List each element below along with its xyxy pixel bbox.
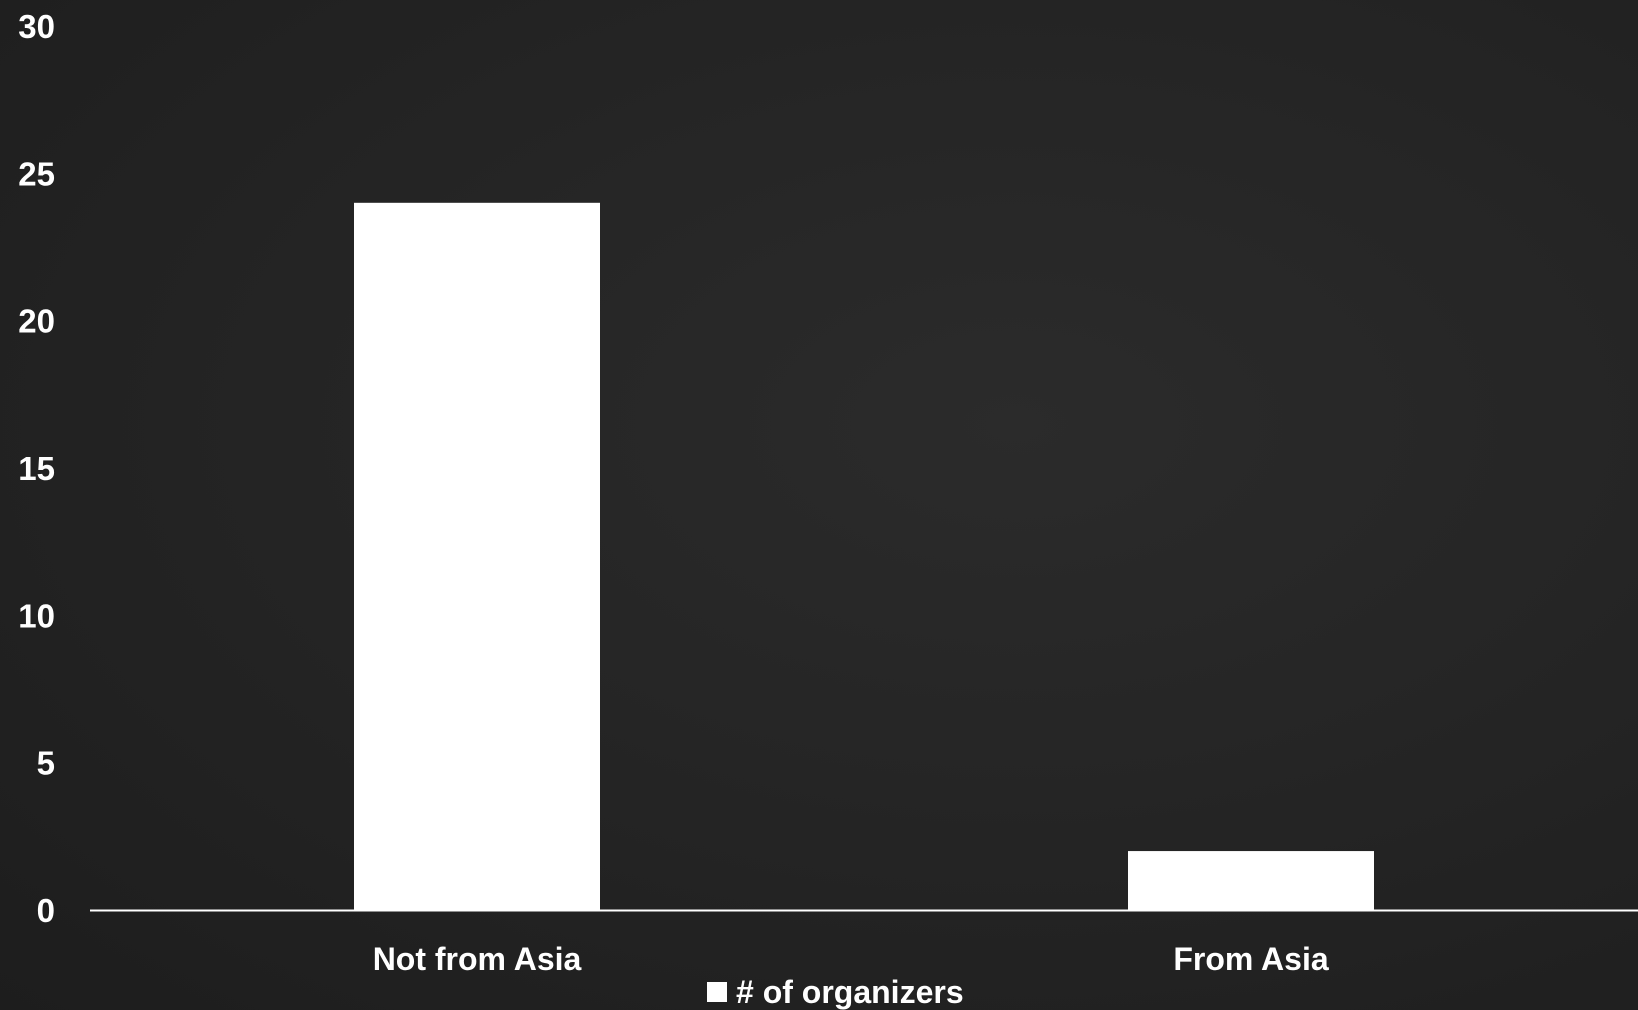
bar-series <box>354 202 1374 911</box>
x-category-label: From Asia <box>1173 941 1329 977</box>
bar-not-from-asia <box>354 202 600 911</box>
x-axis-category-labels: Not from Asia From Asia <box>373 941 1329 977</box>
legend-label: # of organizers <box>736 974 964 1010</box>
y-tick-label: 10 <box>18 597 55 634</box>
y-tick-label: 25 <box>18 155 55 192</box>
y-tick-label: 15 <box>18 450 55 487</box>
legend-swatch <box>707 982 727 1002</box>
y-axis-tick-labels: 0 5 10 15 20 25 30 <box>18 8 55 929</box>
legend: # of organizers <box>707 974 964 1010</box>
bar-from-asia <box>1128 851 1374 910</box>
y-tick-label: 20 <box>18 303 55 340</box>
x-category-label: Not from Asia <box>373 941 582 977</box>
y-tick-label: 5 <box>37 745 55 782</box>
y-tick-label: 0 <box>37 892 55 929</box>
y-tick-label: 30 <box>18 8 55 45</box>
